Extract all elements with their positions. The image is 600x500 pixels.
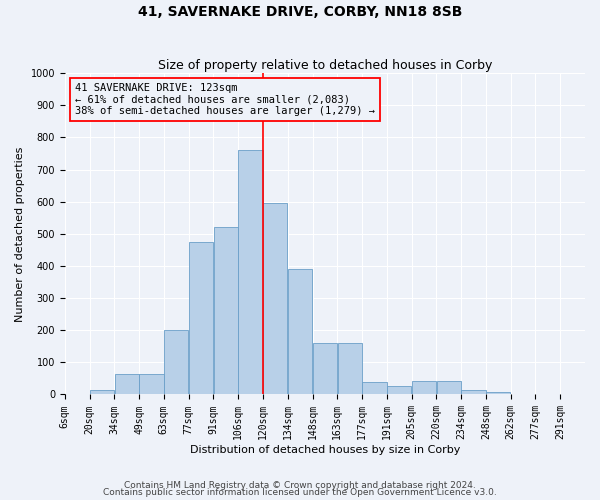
Text: 41 SAVERNAKE DRIVE: 123sqm
← 61% of detached houses are smaller (2,083)
38% of s: 41 SAVERNAKE DRIVE: 123sqm ← 61% of deta… [75,83,375,116]
Bar [164,330,188,394]
Text: Contains HM Land Registry data © Crown copyright and database right 2024.: Contains HM Land Registry data © Crown c… [124,480,476,490]
Bar [189,242,213,394]
Bar [90,390,114,394]
Y-axis label: Number of detached properties: Number of detached properties [15,146,25,322]
Title: Size of property relative to detached houses in Corby: Size of property relative to detached ho… [158,59,492,72]
X-axis label: Distribution of detached houses by size in Corby: Distribution of detached houses by size … [190,445,460,455]
Bar [362,382,386,394]
Bar [387,386,412,394]
Bar [214,228,238,394]
Text: Contains public sector information licensed under the Open Government Licence v3: Contains public sector information licen… [103,488,497,497]
Bar [139,374,164,394]
Bar [238,150,263,394]
Bar [461,390,485,394]
Bar [313,343,337,394]
Bar [288,269,312,394]
Bar [486,392,511,394]
Bar [437,380,461,394]
Text: 41, SAVERNAKE DRIVE, CORBY, NN18 8SB: 41, SAVERNAKE DRIVE, CORBY, NN18 8SB [138,5,462,19]
Bar [263,204,287,394]
Bar [115,374,139,394]
Bar [338,343,362,394]
Bar [412,380,436,394]
